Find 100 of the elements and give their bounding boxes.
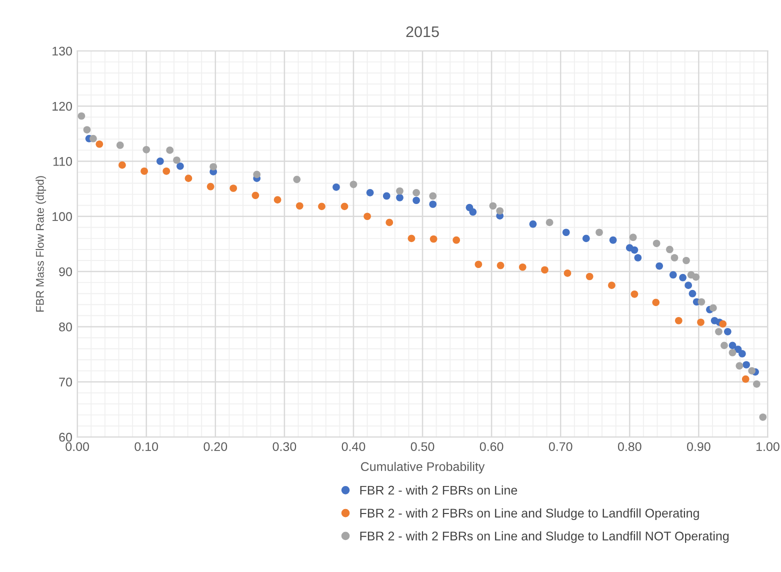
point: [452, 236, 460, 244]
point: [253, 170, 260, 178]
point: [582, 234, 590, 242]
point: [162, 167, 170, 175]
point: [736, 362, 744, 370]
point: [724, 328, 732, 336]
point: [166, 146, 174, 154]
point: [679, 274, 686, 282]
x-tick-label: 0.10: [134, 442, 158, 452]
point: [274, 196, 282, 204]
x-tick-label: 0.40: [342, 442, 366, 452]
point: [429, 192, 437, 200]
point: [340, 202, 348, 210]
point: [609, 236, 617, 244]
point: [629, 234, 637, 242]
point: [541, 266, 548, 274]
point: [529, 220, 537, 228]
point: [489, 202, 497, 210]
point: [630, 246, 638, 254]
point: [429, 200, 437, 208]
point: [586, 272, 594, 280]
point: [293, 176, 301, 184]
point: [96, 140, 104, 148]
point: [674, 316, 682, 324]
point: [656, 262, 664, 270]
point: [210, 163, 218, 170]
point: [474, 260, 482, 268]
legend-label: FBR 2 - with 2 FBRs on Line: [360, 485, 518, 495]
point: [670, 254, 678, 262]
point: [386, 218, 394, 226]
point: [318, 202, 326, 210]
point: [748, 367, 756, 374]
point: [719, 320, 727, 328]
point: [697, 318, 704, 326]
y-tick-label: 110: [53, 157, 72, 166]
x-tick-label: 0.60: [480, 442, 504, 452]
point: [116, 142, 124, 149]
point: [608, 282, 616, 289]
point: [688, 290, 696, 298]
point: [364, 212, 371, 220]
point: [184, 174, 192, 182]
point: [728, 342, 736, 350]
point: [332, 183, 340, 191]
x-axis-title: Cumulative Probability: [360, 462, 485, 474]
x-tick-label: 0.50: [410, 442, 434, 452]
point: [350, 180, 358, 188]
point: [652, 298, 660, 306]
point: [720, 342, 728, 350]
point: [710, 304, 717, 312]
point: [83, 126, 91, 134]
y-tick-label: 100: [52, 212, 72, 222]
point: [496, 207, 504, 215]
legend-label: FBR 2 - with 2 FBRs on Line and Sludge to Landfill NOT Operating: [360, 531, 729, 543]
point: [412, 196, 420, 204]
point: [728, 348, 736, 356]
point: [634, 254, 642, 262]
point: [396, 187, 404, 195]
y-tick-label: 130: [52, 46, 72, 56]
legend-label: FBR 2 - with 2 FBRs on Line and Sludge to Landfill Operating: [360, 508, 699, 520]
point: [142, 146, 150, 154]
point: [742, 375, 750, 383]
point: [430, 235, 438, 243]
point: [176, 162, 184, 170]
y-tick-label: 70: [59, 378, 72, 387]
point: [652, 240, 660, 248]
x-tick-label: 0.20: [204, 442, 228, 452]
point: [296, 202, 304, 210]
x-tick-label: 0.90: [687, 442, 710, 452]
point: [90, 134, 97, 142]
point: [596, 228, 603, 236]
y-tick-label: 80: [59, 322, 72, 332]
point: [715, 328, 722, 336]
y-tick-label: 90: [59, 267, 72, 276]
point: [742, 361, 750, 368]
chart-title: 2015: [406, 26, 439, 38]
x-tick-label: 0.80: [618, 442, 642, 452]
point: [412, 188, 420, 196]
point: [78, 112, 86, 120]
point: [562, 228, 570, 236]
point: [546, 218, 554, 226]
point: [382, 192, 390, 200]
point: [759, 413, 767, 421]
y-tick-label: 60: [59, 432, 72, 442]
point: [564, 270, 572, 277]
point: [666, 246, 674, 254]
x-tick-label: 0.70: [548, 442, 572, 452]
point: [252, 192, 260, 200]
point: [698, 298, 706, 306]
point: [518, 263, 526, 271]
point: [206, 182, 214, 190]
y-tick-label: 120: [52, 102, 72, 111]
x-tick-label: 0.00: [66, 442, 89, 452]
y-axis-title: FBR Mass Flow Rate (dtpd): [36, 176, 46, 312]
point: [684, 282, 692, 289]
point: [753, 380, 760, 388]
point: [738, 350, 746, 358]
x-tick-label: 1.00: [756, 442, 780, 452]
point: [469, 208, 477, 216]
point: [118, 161, 126, 169]
point: [669, 271, 677, 279]
